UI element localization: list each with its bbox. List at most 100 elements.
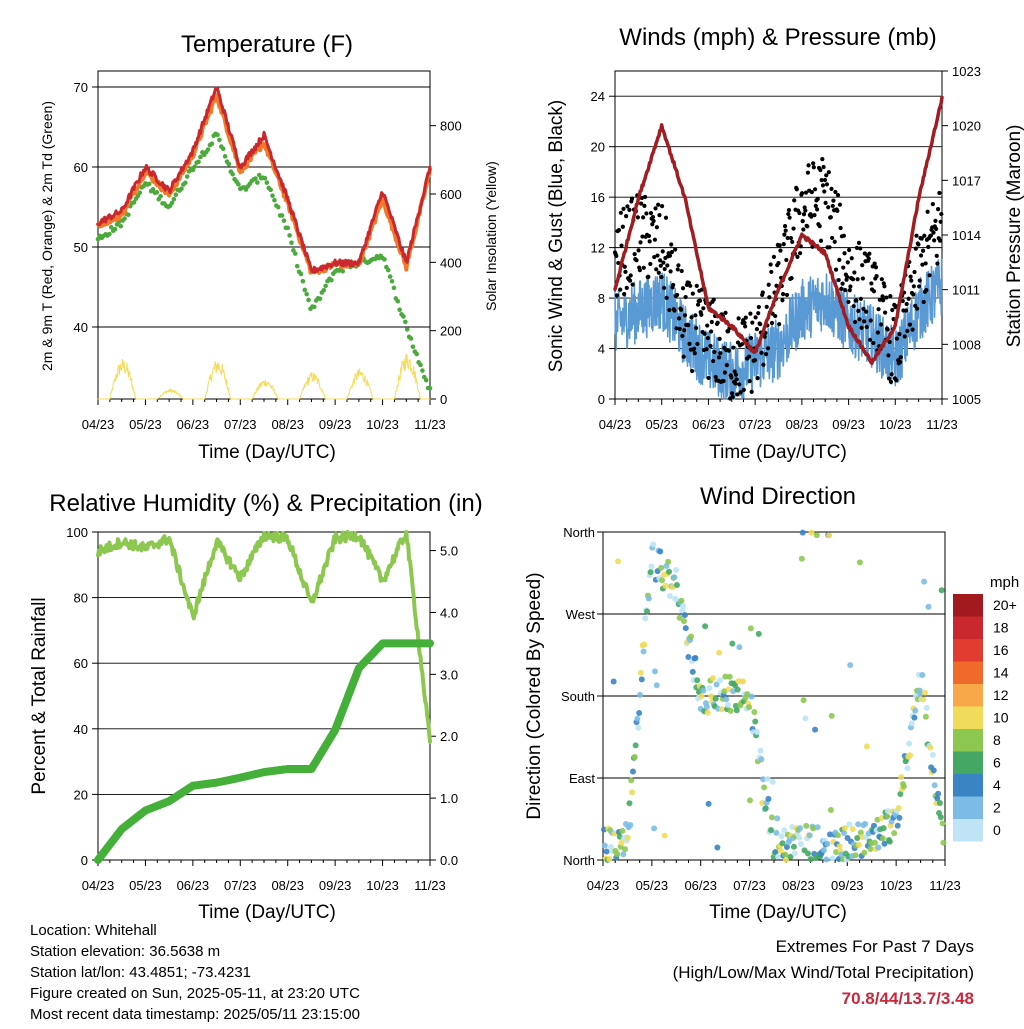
gust-point <box>845 274 850 280</box>
dewpoint-point <box>179 186 184 192</box>
direction-point <box>814 824 821 831</box>
direction-point <box>676 614 683 621</box>
gust-point <box>658 258 663 263</box>
dewpoint-point <box>220 146 226 152</box>
direction-point <box>797 825 804 832</box>
gust-point <box>679 268 684 274</box>
gust-point <box>928 233 933 238</box>
x-tick-label: 07/23 <box>739 417 772 432</box>
gust-point <box>780 292 786 297</box>
gust-point <box>659 204 665 209</box>
gust-point <box>731 345 736 350</box>
direction-point <box>828 712 835 719</box>
x-tick-label: 06/23 <box>177 417 210 432</box>
x-tick-label: 06/23 <box>177 878 210 893</box>
x-tick-label: 10/23 <box>879 417 912 432</box>
colorbar-label: 6 <box>993 755 1001 771</box>
direction-point <box>726 673 733 680</box>
gust-point <box>885 327 890 332</box>
gust-point <box>937 238 943 243</box>
gust-point <box>618 210 623 215</box>
gust-point <box>894 378 899 383</box>
gust-point <box>881 298 886 303</box>
gust-point <box>734 377 739 382</box>
dewpoint-point <box>385 267 391 273</box>
dewpoint-point <box>395 298 401 304</box>
x-tick-label: 07/23 <box>224 878 257 893</box>
winds-y2-ticks: 1005 1008 1011 1014 1017 1020 1023 <box>942 64 981 407</box>
direction-point <box>907 752 914 759</box>
gust-point <box>750 320 755 325</box>
direction-point <box>802 715 809 722</box>
dewpoint-point <box>154 190 160 195</box>
gust-point <box>697 298 703 303</box>
x-tick-label: 08/23 <box>786 417 819 432</box>
direction-point <box>803 822 810 829</box>
direction-point <box>678 597 685 604</box>
gust-point <box>847 288 852 293</box>
direction-point <box>601 842 608 849</box>
gust-point <box>614 253 619 259</box>
dewpoint-point <box>184 174 190 179</box>
direction-point <box>925 603 932 610</box>
temperature-x-ticks: 04/23 05/23 06/23 07/23 08/23 09/23 10/23 11/23 <box>82 399 446 432</box>
direction-point <box>886 838 893 845</box>
gust-point <box>769 269 774 275</box>
gust-point <box>910 327 915 332</box>
gust-point <box>829 186 834 191</box>
gust-point <box>918 253 924 258</box>
gust-point <box>801 227 806 232</box>
gust-point <box>687 341 692 346</box>
gust-point <box>652 237 657 242</box>
dewpoint-point <box>397 307 402 313</box>
direction-point <box>651 825 658 832</box>
dewpoint-point <box>306 297 311 303</box>
dewpoint-point <box>391 285 397 291</box>
gust-point <box>730 394 735 400</box>
direction-point <box>898 774 905 781</box>
gust-point <box>713 374 718 380</box>
direction-point <box>637 669 644 676</box>
gust-point <box>716 355 722 360</box>
temperature-gridlines <box>98 86 430 328</box>
direction-point <box>856 559 863 566</box>
dewpoint-point <box>285 225 291 231</box>
gust-point <box>769 320 775 326</box>
direction-point <box>768 814 775 821</box>
direction-point <box>911 714 918 721</box>
dewpoint-point <box>389 279 395 284</box>
direction-point <box>673 581 680 588</box>
gust-point <box>678 307 684 312</box>
gust-point <box>815 196 820 202</box>
gust-point <box>882 284 887 289</box>
direction-point <box>769 778 776 785</box>
y-tick-label: 20 <box>591 140 605 155</box>
gust-point <box>832 239 837 244</box>
gust-point <box>915 306 920 311</box>
y-tick-label: North <box>563 853 595 868</box>
direction-point <box>936 799 943 806</box>
gust-point <box>822 177 828 183</box>
direction-point <box>879 835 886 842</box>
y2-tick-label: 1014 <box>952 228 981 243</box>
station-location: Location: Whitehall <box>30 922 157 939</box>
dewpoint-point <box>270 193 275 198</box>
x-tick-label: 07/23 <box>733 878 766 893</box>
rainfall-line <box>94 639 434 864</box>
direction-point <box>774 815 781 822</box>
dewpoint-point <box>264 180 270 185</box>
station-info: Location: Whitehall Station elevation: 3… <box>30 920 360 1025</box>
gust-point <box>693 313 698 318</box>
gust-point <box>926 244 931 250</box>
gust-point <box>680 333 685 339</box>
gust-point <box>823 200 828 205</box>
gust-point <box>852 270 857 275</box>
gust-point <box>859 325 864 330</box>
direction-point <box>606 855 613 862</box>
y2-tick-label: 1008 <box>952 337 981 352</box>
y-tick-label: East <box>569 771 595 786</box>
direction-point <box>755 630 762 637</box>
direction-point <box>823 856 830 863</box>
gust-point <box>799 191 805 196</box>
direction-point <box>783 856 790 863</box>
